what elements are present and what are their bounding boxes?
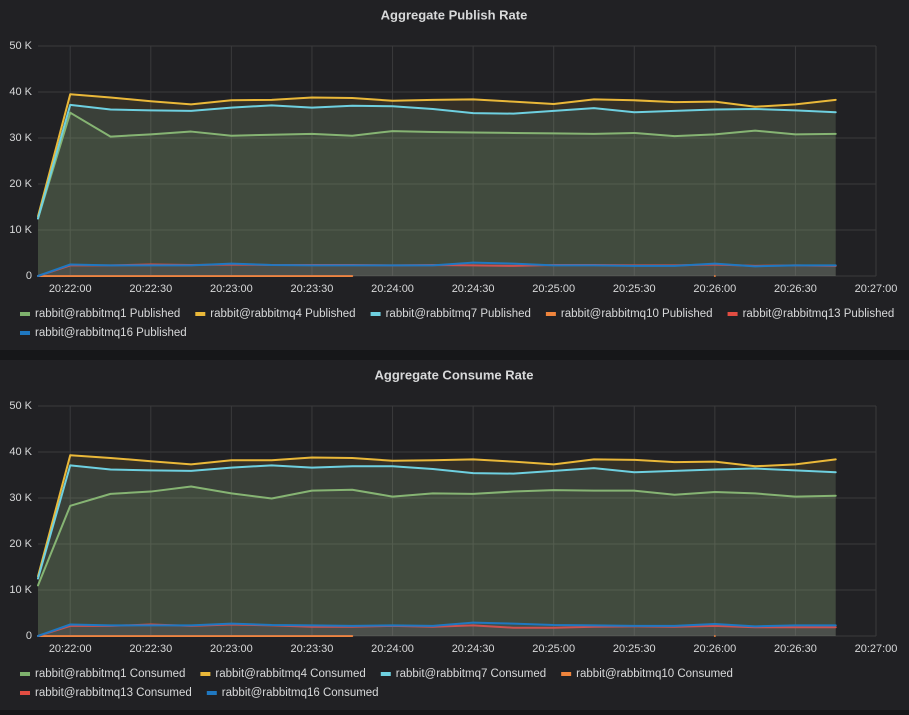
legend-label: rabbit@rabbitmq1 Published xyxy=(35,308,180,320)
x-tick-label: 20:24:30 xyxy=(452,283,495,295)
x-tick-label: 20:23:30 xyxy=(291,283,334,295)
x-tick-label: 20:23:00 xyxy=(210,643,253,655)
x-tick-label: 20:26:30 xyxy=(774,283,817,295)
legend-label: rabbit@rabbitmq4 Consumed xyxy=(215,668,365,680)
x-tick-label: 20:23:00 xyxy=(210,283,253,295)
y-tick-label: 0 xyxy=(26,630,32,642)
panel xyxy=(0,0,909,350)
legend-label: rabbit@rabbitmq16 Consumed xyxy=(222,687,379,699)
legend-label: rabbit@rabbitmq10 Published xyxy=(561,308,713,320)
series-area xyxy=(38,264,836,276)
legend-label: rabbit@rabbitmq13 Consumed xyxy=(35,687,192,699)
legend-label: rabbit@rabbitmq13 Published xyxy=(743,308,895,320)
x-tick-label: 20:27:00 xyxy=(855,283,898,295)
series-line xyxy=(37,111,837,220)
x-tick-label: 20:25:00 xyxy=(532,643,575,655)
y-tick-label: 20 K xyxy=(9,178,32,190)
x-tick-label: 20:23:30 xyxy=(291,643,334,655)
panel-title: Aggregate Consume Rate xyxy=(375,367,534,382)
y-tick-label: 0 xyxy=(26,270,32,282)
panel-title: Aggregate Publish Rate xyxy=(381,7,528,22)
series-line xyxy=(37,464,837,580)
series-area xyxy=(38,94,836,276)
x-tick-label: 20:26:00 xyxy=(693,643,736,655)
x-tick-label: 20:26:00 xyxy=(693,283,736,295)
y-tick-label: 50 K xyxy=(9,40,32,52)
y-tick-label: 40 K xyxy=(9,446,32,458)
series-line xyxy=(37,93,837,218)
x-tick-label: 20:25:00 xyxy=(532,283,575,295)
x-tick-label: 20:26:30 xyxy=(774,643,817,655)
legend-label: rabbit@rabbitmq7 Published xyxy=(386,308,531,320)
legend-label: rabbit@rabbitmq7 Consumed xyxy=(396,668,546,680)
series-area xyxy=(38,624,836,636)
x-tick-label: 20:22:30 xyxy=(129,643,172,655)
x-tick-label: 20:24:30 xyxy=(452,643,495,655)
y-tick-label: 10 K xyxy=(9,584,32,596)
legend-label: rabbit@rabbitmq16 Published xyxy=(35,327,187,339)
series-line xyxy=(37,454,837,578)
x-tick-label: 20:25:30 xyxy=(613,283,656,295)
x-tick-label: 20:27:00 xyxy=(855,643,898,655)
panel xyxy=(0,360,909,710)
legend-label: rabbit@rabbitmq10 Consumed xyxy=(576,668,733,680)
series-line xyxy=(37,103,837,220)
series-line xyxy=(37,621,837,637)
y-tick-label: 10 K xyxy=(9,224,32,236)
legend-label: rabbit@rabbitmq1 Consumed xyxy=(35,668,185,680)
y-tick-label: 30 K xyxy=(9,492,32,504)
x-tick-label: 20:22:30 xyxy=(129,283,172,295)
y-tick-label: 20 K xyxy=(9,538,32,550)
y-tick-label: 50 K xyxy=(9,400,32,412)
series-area xyxy=(38,455,836,636)
x-tick-label: 20:22:00 xyxy=(49,643,92,655)
series-area xyxy=(38,486,836,636)
series-area xyxy=(38,112,836,276)
legend-label: rabbit@rabbitmq4 Published xyxy=(210,308,355,320)
series-line xyxy=(37,485,837,587)
x-tick-label: 20:24:00 xyxy=(371,283,414,295)
y-tick-label: 30 K xyxy=(9,132,32,144)
x-tick-label: 20:22:00 xyxy=(49,283,92,295)
series-area xyxy=(38,104,836,276)
y-tick-label: 40 K xyxy=(9,86,32,98)
series-line xyxy=(37,261,837,277)
x-tick-label: 20:25:30 xyxy=(613,643,656,655)
series-area xyxy=(38,465,836,636)
x-tick-label: 20:24:00 xyxy=(371,643,414,655)
